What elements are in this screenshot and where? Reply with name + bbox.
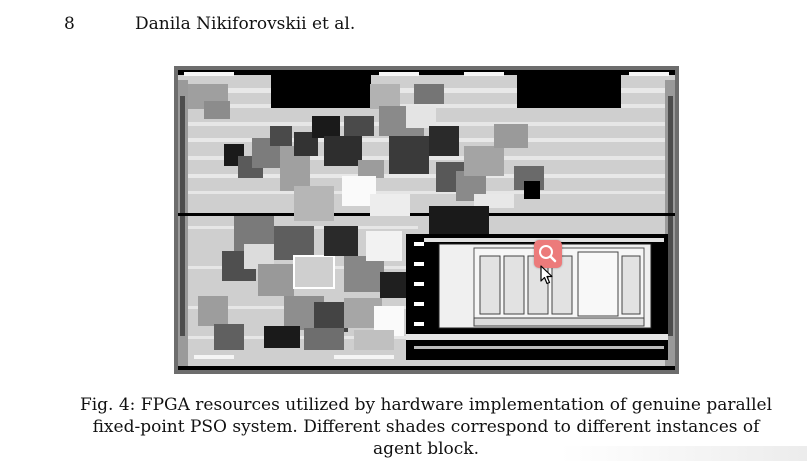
fpga-floorplan-figure[interactable]: [174, 66, 679, 374]
figure-caption: Fig. 4: FPGA resources utilized by hardw…: [79, 395, 773, 459]
mouse-pointer-icon: [540, 265, 554, 285]
page-header: 8 Danila Nikiforovskii et al.: [0, 14, 807, 38]
running-authors: Danila Nikiforovskii et al.: [135, 14, 356, 34]
page-number: 8: [64, 14, 75, 34]
fpga-floorplan-image: [178, 70, 675, 370]
magnifier-icon[interactable]: [534, 240, 562, 268]
page-edge-shade: [560, 446, 807, 461]
